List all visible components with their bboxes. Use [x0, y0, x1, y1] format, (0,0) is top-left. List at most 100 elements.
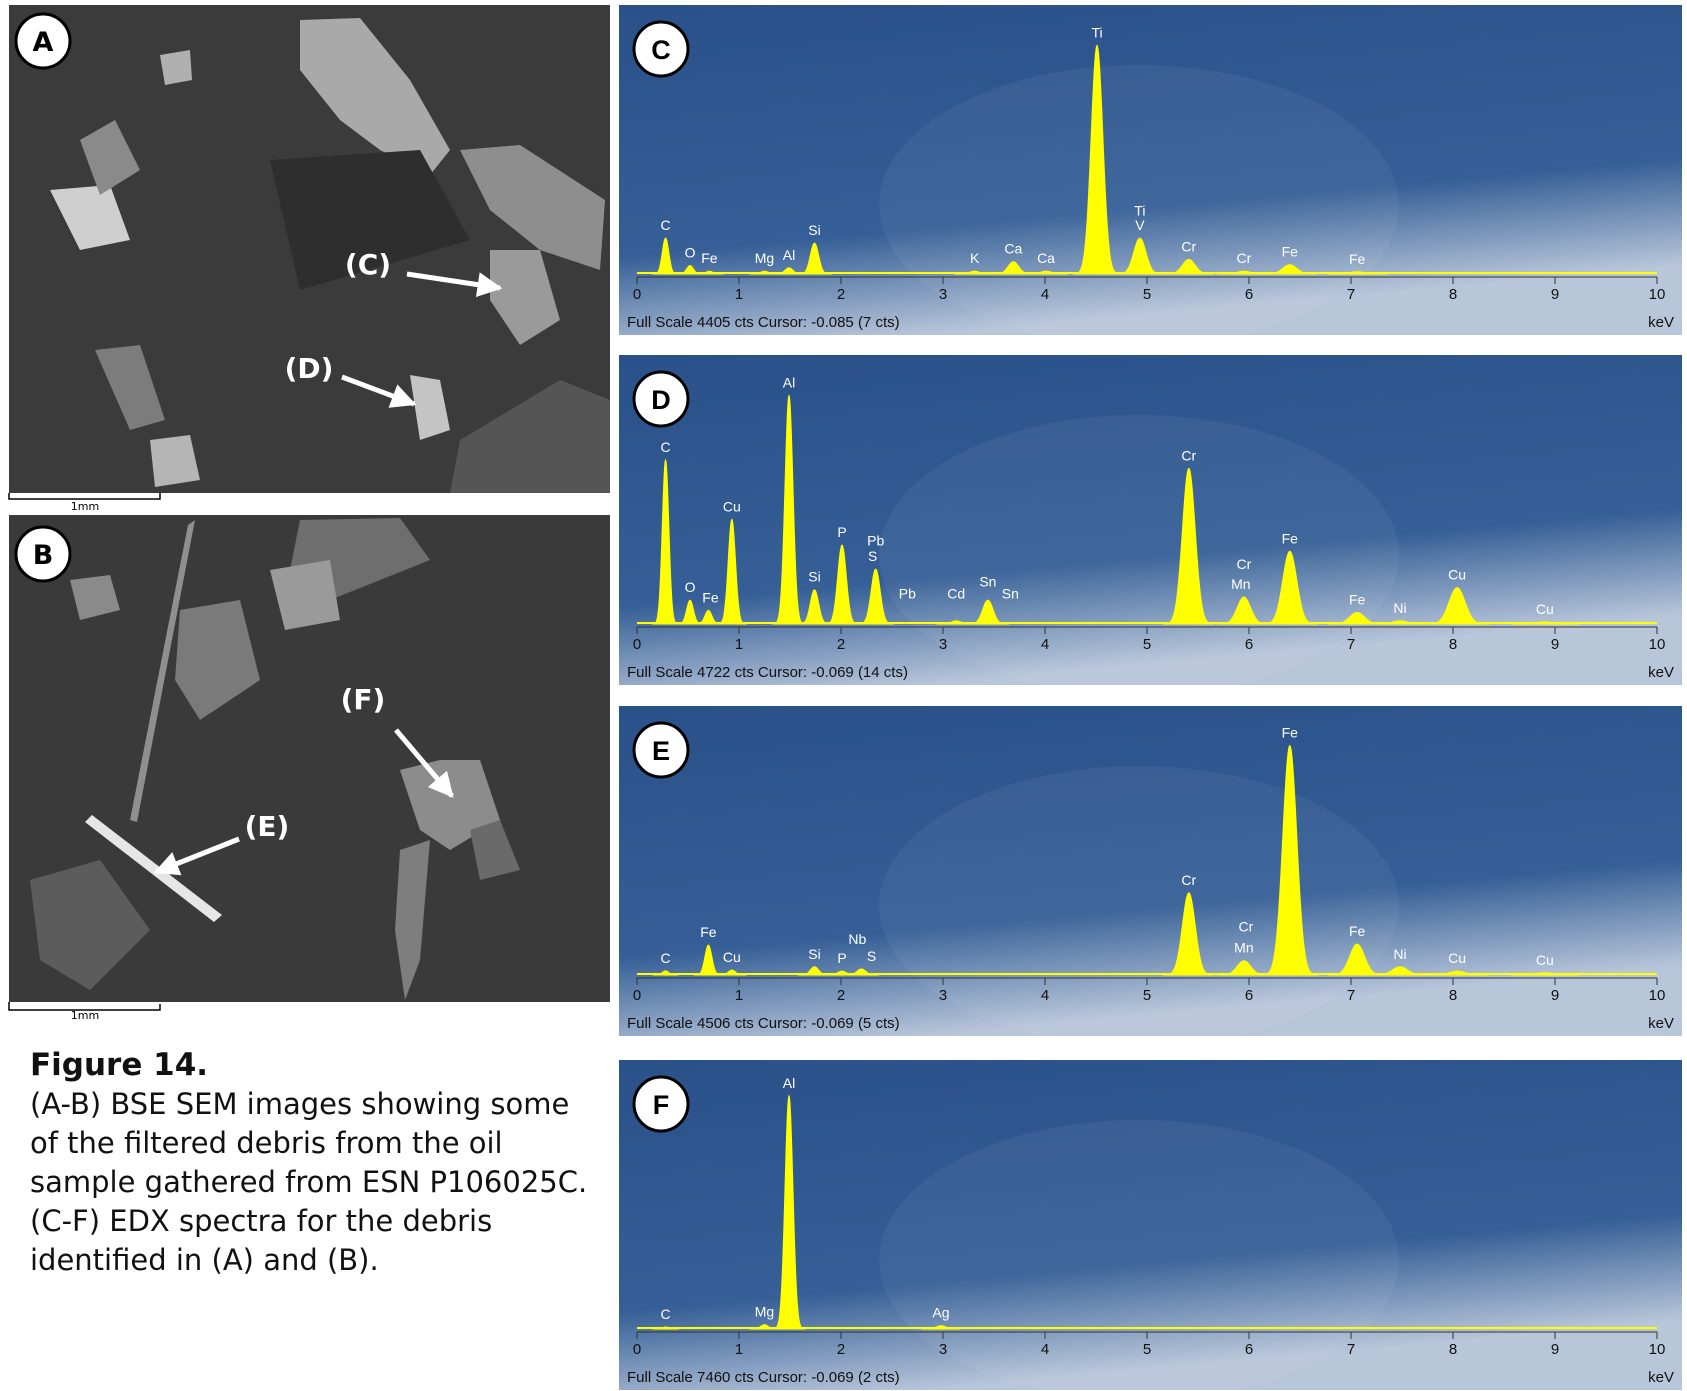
- panel-glow: [879, 766, 1399, 1046]
- peak-label: C: [660, 1306, 670, 1322]
- peak-label: Ca: [1004, 241, 1022, 257]
- peak-label: Cu: [1448, 567, 1466, 583]
- panel-label: F: [653, 1090, 670, 1120]
- peak: [772, 394, 806, 625]
- peak: [716, 518, 747, 625]
- x-tick-label: 6: [1245, 1341, 1253, 1358]
- footer: Full Scale 4405 cts Cursor: -0.085 (7 ct…: [627, 314, 900, 331]
- peak: [1073, 44, 1121, 275]
- peak-label: K: [970, 250, 980, 266]
- peak: [652, 458, 679, 625]
- peak-label: Cr: [1239, 918, 1254, 934]
- x-tick-label: 10: [1649, 1341, 1666, 1358]
- sem-image-b: B (F) (E) 1mm: [8, 515, 610, 1022]
- peak-label: Fe: [1282, 530, 1299, 546]
- peak-label: P: [837, 950, 846, 966]
- panel-label: B: [33, 540, 54, 571]
- spectrum-panel: C Mg Al Ag 0 1 2 3 4 5 6 7 8 9 10 keV Full Scale 7460 ct…: [619, 1060, 1682, 1391]
- x-tick-label: 8: [1449, 636, 1457, 653]
- peak-label: Ni: [1393, 600, 1406, 616]
- x-tick-label: 0: [633, 636, 641, 653]
- peak-label: Nb: [848, 931, 866, 947]
- peak-label: Ni: [1393, 946, 1406, 962]
- peak: [954, 270, 995, 275]
- peak-label: Cu: [1536, 952, 1554, 968]
- peak-label: Fe: [1282, 725, 1299, 741]
- x-tick-label: 5: [1143, 286, 1151, 303]
- panel-glow: [879, 65, 1399, 345]
- x-tick-label: 2: [837, 636, 845, 653]
- x-tick-label: 7: [1347, 987, 1355, 1004]
- caption-title: Figure 14.: [30, 1047, 209, 1083]
- peak-label: Sn: [979, 574, 996, 590]
- peak: [1261, 264, 1318, 275]
- x-unit: keV: [1648, 664, 1674, 681]
- panel-background: [619, 706, 1682, 1036]
- peak: [695, 270, 724, 275]
- x-tick-label: 6: [1245, 286, 1253, 303]
- peak-label: O: [685, 579, 696, 595]
- panel-label: A: [33, 27, 54, 58]
- panel-label: C: [651, 35, 671, 65]
- peak-label: P: [837, 524, 846, 540]
- x-tick-label: 0: [633, 1341, 641, 1358]
- peak-label: Fe: [701, 250, 718, 266]
- x-tick-label: 1: [735, 987, 743, 1004]
- x-tick-label: 2: [837, 1341, 845, 1358]
- panel-background: [619, 355, 1682, 685]
- x-tick-label: 1: [735, 1341, 743, 1358]
- peak: [652, 1326, 679, 1330]
- x-unit: keV: [1648, 314, 1674, 331]
- peak: [843, 968, 880, 976]
- x-tick-label: 5: [1143, 1341, 1151, 1358]
- peak: [652, 970, 679, 976]
- peak-label: Mn: [1234, 940, 1253, 956]
- x-tick-label: 9: [1551, 636, 1559, 653]
- x-tick-label: 7: [1347, 1341, 1355, 1358]
- x-tick-label: 9: [1551, 286, 1559, 303]
- spectrum-panel: C Fe Cu Si P SNb Cr Mn Cr Fe Fe Ni Cu Cu 0 1 2 3 4 5 6 7 8 9 10 k…: [619, 706, 1682, 1046]
- panel-background: [619, 5, 1682, 335]
- x-tick-label: 9: [1551, 1341, 1559, 1358]
- x-tick-label: 9: [1551, 987, 1559, 1004]
- peak: [824, 544, 860, 625]
- x-tick-label: 2: [837, 987, 845, 1004]
- panel-glow: [879, 415, 1399, 695]
- peak-label: Si: [808, 946, 820, 962]
- peak: [717, 969, 747, 976]
- x-tick-label: 10: [1649, 636, 1666, 653]
- x-tick-label: 3: [939, 1341, 947, 1358]
- peak-label: Pb: [899, 586, 916, 602]
- peak: [1163, 258, 1215, 275]
- peak-label: Fe: [702, 589, 719, 605]
- footer: Full Scale 4506 cts Cursor: -0.069 (5 ct…: [627, 1015, 900, 1032]
- peak-label: Sn: [1002, 586, 1019, 602]
- peak-label: Fe: [700, 924, 717, 940]
- x-tick-label: 3: [939, 286, 947, 303]
- peak: [1261, 550, 1319, 625]
- peak-label: Cr: [1181, 447, 1196, 463]
- peak: [1261, 744, 1319, 976]
- panel-background: [619, 1060, 1682, 1390]
- peak-label: Cu: [1448, 950, 1466, 966]
- x-tick-label: 10: [1649, 286, 1666, 303]
- x-tick-label: 1: [735, 636, 743, 653]
- x-tick-label: 4: [1041, 286, 1049, 303]
- footer: Full Scale 7460 cts Cursor: -0.069 (2 ct…: [627, 1369, 900, 1386]
- x-tick-label: 7: [1347, 636, 1355, 653]
- peak-label: Cu: [1536, 601, 1554, 617]
- peak: [1162, 892, 1215, 976]
- peak-label: Cr: [1181, 872, 1196, 888]
- x-tick-label: 2: [837, 286, 845, 303]
- x-tick-label: 4: [1041, 987, 1049, 1004]
- peak-label: Ag: [932, 1305, 949, 1321]
- peak-label: Cu: [723, 949, 741, 965]
- peak: [1510, 972, 1579, 976]
- caption: Figure 14. (A-B) BSE SEM images showing …: [30, 1046, 590, 1280]
- peak: [966, 599, 1010, 625]
- peak: [797, 242, 832, 275]
- peak-label: V: [1135, 217, 1145, 233]
